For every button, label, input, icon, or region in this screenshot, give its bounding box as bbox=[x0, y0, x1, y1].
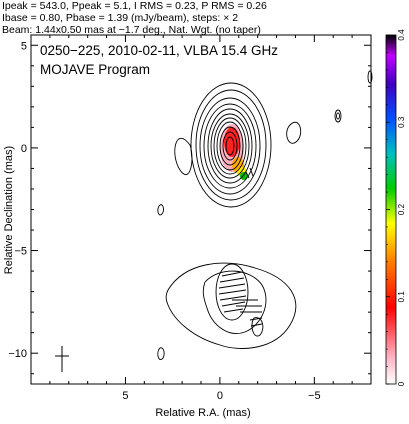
colorbar-tick-label: 0.1 bbox=[397, 291, 406, 303]
colorbar-tick-label: 0.3 bbox=[397, 116, 406, 128]
y-tick-label: −10 bbox=[8, 348, 27, 360]
beam-marker bbox=[55, 346, 69, 372]
x-axis-label: Relative R.A. (mas) bbox=[155, 407, 250, 419]
y-tick-label: 0 bbox=[21, 143, 27, 155]
colorbar-tick-label: 0.2 bbox=[397, 203, 406, 215]
y-axis-label: Relative Declination (mas) bbox=[3, 146, 15, 274]
polarization-vectors-core bbox=[245, 167, 254, 179]
y-tick-label: −5 bbox=[14, 246, 27, 258]
colorbar-tick-label: 0 bbox=[397, 381, 406, 386]
x-tick-label: 0 bbox=[217, 390, 223, 402]
colorbar-tick-label: 0.4 bbox=[397, 29, 406, 41]
header-line-2: Ibase = 0.80, Pbase = 1.39 (mJy/beam), s… bbox=[2, 12, 238, 24]
core-contours bbox=[157, 82, 302, 216]
header-line-1: Ipeak = 543.0, Ppeak = 5.1, I RMS = 0.23… bbox=[2, 0, 267, 12]
y-axis-ticks: 5 0 −5 −10 bbox=[8, 40, 371, 375]
x-axis-ticks: 5 0 −5 bbox=[30, 35, 372, 402]
west-feature-contours bbox=[334, 70, 373, 123]
colorbar-ticks: 0 0.1 0.2 0.3 0.4 bbox=[386, 29, 406, 386]
chart-subtitle: MOJAVE Program bbox=[40, 62, 150, 77]
x-tick-label: 5 bbox=[122, 390, 128, 402]
y-tick-label: 5 bbox=[21, 40, 27, 52]
chart-title: 0250−225, 2010-02-11, VLBA 15.4 GHz bbox=[40, 43, 278, 58]
header-line-3: Beam: 1.44x0.50 mas at −1.7 deg., Nat. W… bbox=[2, 24, 261, 36]
polarization-color-overlay bbox=[220, 124, 248, 180]
polarization-vectors-south bbox=[218, 271, 263, 327]
x-tick-label: −5 bbox=[308, 390, 321, 402]
south-jet-contours bbox=[157, 262, 297, 361]
plot-frame bbox=[30, 34, 372, 385]
